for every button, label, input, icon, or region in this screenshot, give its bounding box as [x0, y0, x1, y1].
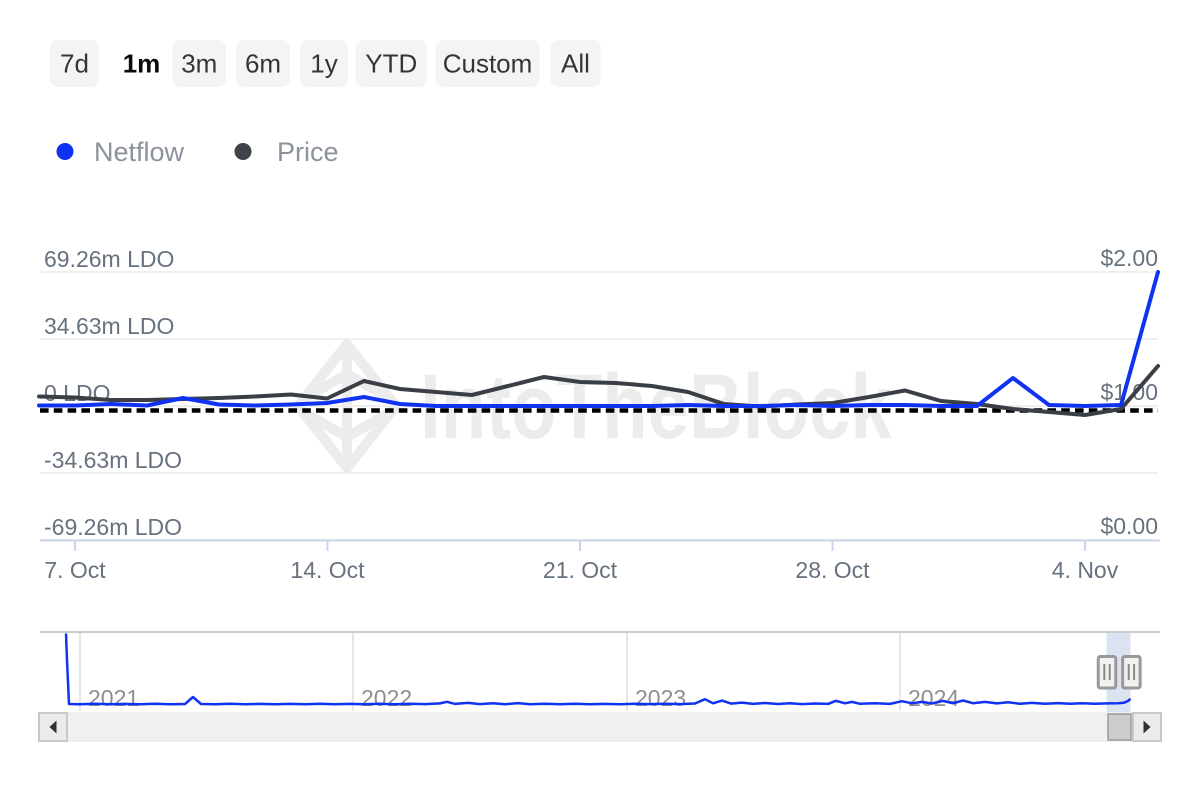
svg-text:-69.26m LDO: -69.26m LDO	[44, 514, 182, 540]
svg-text:6m: 6m	[245, 49, 281, 79]
svg-text:1m: 1m	[123, 49, 161, 79]
svg-text:14. Oct: 14. Oct	[290, 557, 365, 583]
svg-text:2023: 2023	[635, 685, 686, 711]
svg-text:2022: 2022	[361, 685, 412, 711]
svg-text:All: All	[561, 49, 590, 79]
svg-text:4. Nov: 4. Nov	[1052, 557, 1119, 583]
svg-text:21. Oct: 21. Oct	[543, 557, 618, 583]
svg-text:28. Oct: 28. Oct	[795, 557, 870, 583]
svg-text:Netflow: Netflow	[94, 137, 185, 167]
svg-text:7d: 7d	[60, 49, 89, 79]
svg-text:Custom: Custom	[443, 49, 533, 79]
svg-text:YTD: YTD	[365, 49, 417, 79]
svg-text:7. Oct: 7. Oct	[44, 557, 106, 583]
svg-text:69.26m LDO: 69.26m LDO	[44, 246, 174, 272]
svg-text:1y: 1y	[310, 49, 337, 79]
svg-text:-34.63m LDO: -34.63m LDO	[44, 447, 182, 473]
svg-text:Price: Price	[277, 137, 339, 167]
svg-text:3m: 3m	[181, 49, 217, 79]
svg-text:$0.00: $0.00	[1100, 513, 1158, 539]
svg-text:$2.00: $2.00	[1100, 245, 1158, 271]
svg-text:2021: 2021	[88, 685, 139, 711]
svg-text:0 LDO: 0 LDO	[44, 380, 110, 406]
svg-text:2024: 2024	[908, 685, 959, 711]
svg-text:34.63m LDO: 34.63m LDO	[44, 313, 174, 339]
